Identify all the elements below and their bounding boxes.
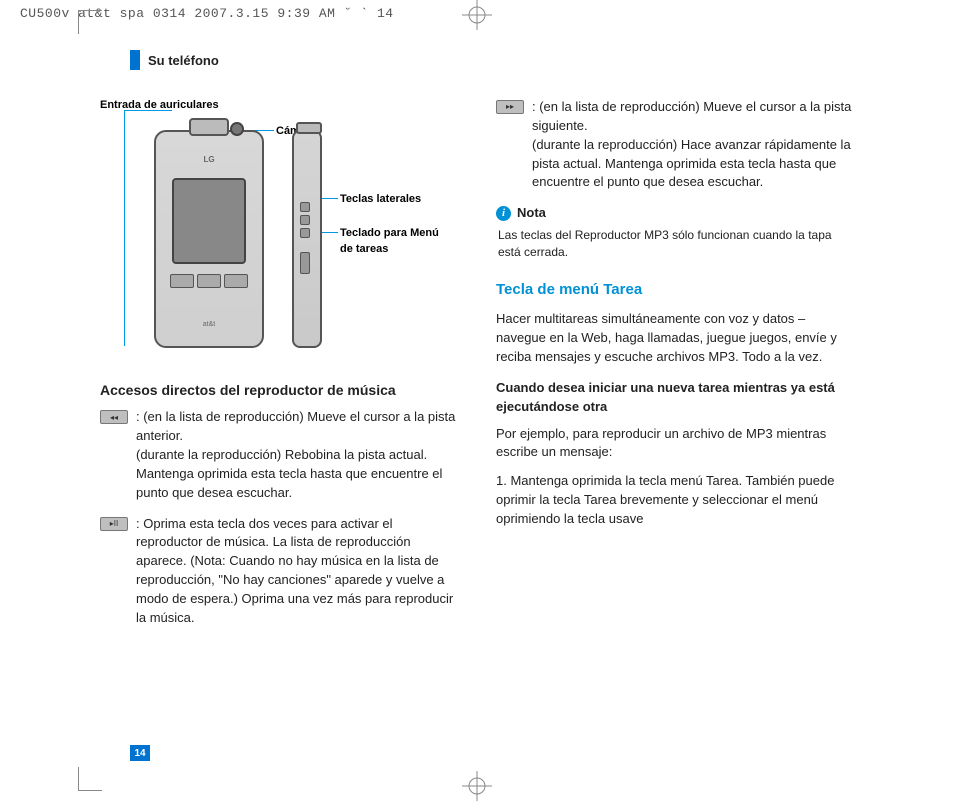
side-keys-icon (300, 202, 310, 238)
paragraph: Por ejemplo, para reproducir un archivo … (496, 425, 856, 463)
note-label: Nota (517, 204, 546, 223)
note-body: Las teclas del Reproductor MP3 sólo func… (498, 227, 856, 261)
phone-front-icon: LG at&t (154, 130, 264, 348)
rewind-key-icon: ◂◂ (100, 410, 128, 424)
registration-mark-icon (462, 771, 492, 801)
page-body: Su teléfono Entrada de auriculares Cámar… (100, 50, 894, 761)
music-buttons-icon (170, 274, 248, 288)
play-pause-key-icon: ▸II (100, 517, 128, 531)
callout-side-keys: Teclas laterales (340, 192, 450, 208)
shortcut-entry: ▸▸ : (en la lista de reproducción) Mueve… (496, 98, 856, 192)
shortcut-entry: ▸II : Oprima esta tecla dos veces para a… (100, 515, 460, 628)
crop-mark (78, 10, 102, 34)
right-column: ▸▸ : (en la lista de reproducción) Mueve… (496, 98, 856, 640)
shortcut-text: : (en la lista de reproducción) Mueve el… (136, 408, 460, 502)
section-header: Su teléfono (130, 50, 894, 70)
phone-hinge-icon (296, 122, 322, 134)
step-item: 1. Mantenga oprimida la tecla menú Tarea… (496, 472, 856, 529)
task-key-icon (300, 252, 310, 274)
callout-headphone: Entrada de auriculares (100, 98, 219, 114)
callout-lead (124, 110, 125, 346)
info-icon: i (496, 206, 511, 221)
note-header: i Nota (496, 204, 856, 223)
left-column: Entrada de auriculares Cámara Teclas lat… (100, 98, 460, 640)
section-title: Su teléfono (148, 53, 219, 68)
task-heading: Tecla de menú Tarea (496, 279, 856, 301)
crop-mark (78, 767, 102, 791)
phone-logo: LG (203, 154, 214, 166)
paragraph: Hacer multitareas simultáneamente con vo… (496, 310, 856, 367)
fast-forward-key-icon: ▸▸ (496, 100, 524, 114)
registration-mark-icon (462, 0, 492, 30)
sub-heading: Cuando desea iniciar una nueva tarea mie… (496, 379, 856, 417)
shortcut-text: : Oprima esta tecla dos veces para activ… (136, 515, 460, 628)
page-number: 14 (130, 745, 150, 761)
shortcut-entry: ◂◂ : (en la lista de reproducción) Mueve… (100, 408, 460, 502)
phone-figure: Entrada de auriculares Cámara Teclas lat… (100, 98, 460, 366)
section-accent-bar (130, 50, 140, 70)
carrier-logo: at&t (203, 320, 215, 330)
phone-side-icon (292, 130, 322, 348)
print-header: CU500v at&t spa 0314 2007.3.15 9:39 AM ˘… (20, 6, 394, 21)
camera-lens-icon (230, 122, 244, 136)
callout-task-key: Teclado para Menú de tareas (340, 226, 450, 258)
left-heading: Accesos directos del reproductor de músi… (100, 380, 460, 400)
shortcut-text: : (en la lista de reproducción) Mueve el… (532, 98, 856, 192)
phone-hinge-icon (189, 118, 229, 136)
phone-screen-icon (172, 178, 246, 264)
